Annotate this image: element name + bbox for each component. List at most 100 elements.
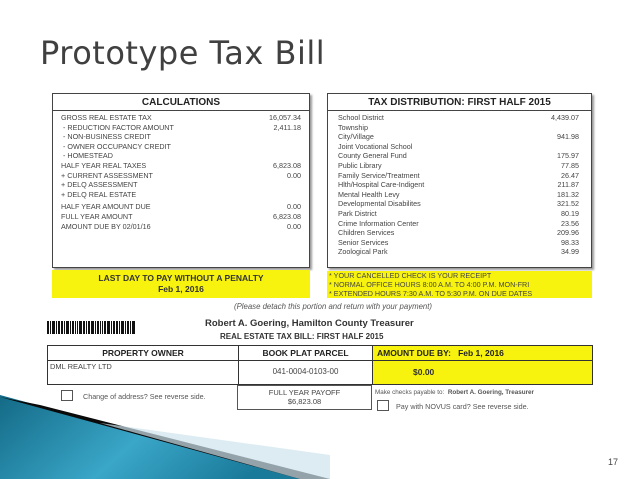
- list-item: Children Services 209.96: [338, 228, 579, 238]
- distribution-list: School District 4,439.07 Township City/Vill…: [328, 111, 591, 257]
- calculations-header: CALCULATIONS: [53, 94, 309, 111]
- item-label: Children Services: [338, 228, 395, 238]
- list-item: Developmental Disabilites 321.52: [338, 199, 579, 209]
- note: * YOUR CANCELLED CHECK IS YOUR RECEIPT: [329, 271, 492, 280]
- item-label: Senior Services: [338, 237, 389, 247]
- item-value: 4,439.07: [551, 113, 579, 122]
- amount-due-date: Feb 1, 2016: [458, 348, 504, 358]
- item-label: Township: [338, 122, 368, 132]
- item-value: 209.96: [557, 228, 579, 238]
- barcode-image: [47, 321, 188, 334]
- item-value: 941.98: [557, 132, 579, 142]
- item-label: City/Village: [338, 132, 374, 142]
- list-item: Mental Health Levy 181.32: [338, 190, 579, 200]
- list-item: Zoological Park 34.99: [338, 247, 579, 257]
- list-item: - REDUCTION FACTOR AMOUNT 2,411.18: [61, 123, 301, 133]
- calculations-panel: CALCULATIONS GROSS REAL ESTATE TAX 16,057…: [52, 93, 310, 268]
- item-label: - REDUCTION FACTOR AMOUNT: [61, 122, 174, 132]
- list-item: Hlth/Hospital Care-Indigent 211.87: [338, 180, 579, 190]
- list-item: Public Library 77.85: [338, 161, 579, 171]
- list-item: Senior Services 98.33: [338, 238, 579, 248]
- item-value: 0.00: [287, 170, 301, 180]
- novus-label: Pay with NOVUS card? See reverse side.: [396, 402, 529, 411]
- item-label: Zoological Park: [338, 247, 388, 257]
- item-label: Family Service/Treatment: [338, 170, 420, 180]
- list-item: AMOUNT DUE BY 02/01/16 0.00: [61, 222, 301, 232]
- list-item: - OWNER OCCUPANCY CREDIT: [61, 142, 301, 152]
- amount-due-label: AMOUNT DUE BY:: [377, 348, 451, 358]
- item-label: FULL YEAR AMOUNT: [61, 211, 133, 221]
- item-value: 23.56: [561, 218, 579, 228]
- payoff-value: $6,823.08: [287, 397, 322, 406]
- payment-stub-table: PROPERTY OWNER DML REALTY LTD BOOK PLAT …: [47, 345, 593, 385]
- penalty-date: Feb 1, 2016: [158, 284, 204, 294]
- full-year-payoff-box: FULL YEAR PAYOFF $6,823.08: [237, 385, 372, 410]
- list-item: Joint Vocational School: [338, 142, 579, 152]
- item-label: Mental Health Levy: [338, 189, 400, 199]
- detach-note: (Please detach this portion and return w…: [233, 302, 433, 311]
- item-value: 321.52: [557, 199, 579, 209]
- decorative-swoosh: [0, 395, 330, 479]
- item-label: HALF YEAR AMOUNT DUE: [61, 202, 151, 212]
- item-label: Park District: [338, 208, 377, 218]
- change-address-label: Change of address? See reverse side.: [83, 392, 206, 401]
- item-label: + CURRENT ASSESSMENT: [61, 170, 153, 180]
- item-label: - NON-BUSINESS CREDIT: [61, 132, 151, 142]
- list-item: HALF YEAR AMOUNT DUE 0.00: [61, 202, 301, 212]
- list-item: School District 4,439.07: [338, 113, 579, 123]
- list-item: Family Service/Treatment 26.47: [338, 171, 579, 181]
- item-value: 80.19: [561, 208, 579, 218]
- item-label: HALF YEAR REAL TAXES: [61, 160, 147, 170]
- distribution-panel: TAX DISTRIBUTION: FIRST HALF 2015 School…: [327, 93, 592, 268]
- novus-checkbox[interactable]: [377, 400, 389, 411]
- item-label: AMOUNT DUE BY 02/01/16: [61, 221, 151, 231]
- list-item: City/Village 941.98: [338, 132, 579, 142]
- note: * EXTENDED HOURS 7:30 A.M. TO 5:30 P.M. …: [329, 289, 533, 298]
- item-value: 26.47: [561, 170, 579, 180]
- page-number: 17: [608, 457, 619, 467]
- item-value: 0.00: [287, 202, 301, 212]
- list-item: FULL YEAR AMOUNT 6,823.08: [61, 212, 301, 222]
- item-value: 181.32: [557, 189, 579, 199]
- checks-payable-name: Robert A. Goering, Treasurer: [447, 389, 535, 396]
- list-item: Township: [338, 123, 579, 133]
- parcel-header: BOOK PLAT PARCEL: [239, 346, 372, 361]
- item-value: 0.00: [287, 221, 301, 231]
- item-label: + DELQ REAL ESTATE: [61, 189, 137, 199]
- checks-payable: Make checks payable to: Robert A. Goerin…: [375, 389, 534, 396]
- item-label: Joint Vocational School: [338, 141, 413, 151]
- item-value: 34.99: [561, 247, 579, 257]
- list-item: - HOMESTEAD: [61, 151, 301, 161]
- slide-title: Prototype Tax Bill: [40, 34, 326, 72]
- item-label: Crime Information Center: [338, 218, 419, 228]
- owner-header: PROPERTY OWNER: [48, 346, 238, 361]
- item-value: 98.33: [561, 237, 579, 247]
- calculations-list: GROSS REAL ESTATE TAX 16,057.34 - REDUCTI…: [53, 111, 309, 231]
- list-item: + DELQ ASSESSMENT: [61, 180, 301, 190]
- item-value: 77.85: [561, 160, 579, 170]
- item-label: - HOMESTEAD: [61, 151, 113, 161]
- notes-banner: * YOUR CANCELLED CHECK IS YOUR RECEIPT *…: [327, 271, 592, 298]
- item-label: GROSS REAL ESTATE TAX: [61, 113, 152, 122]
- parcel-value: 041-0004-0103-00: [272, 367, 339, 376]
- treasurer-name: Robert A. Goering, Hamilton County Treas…: [205, 318, 414, 329]
- list-item: + DELQ REAL ESTATE: [61, 190, 301, 200]
- list-item: + CURRENT ASSESSMENT 0.00: [61, 171, 301, 181]
- penalty-banner: LAST DAY TO PAY WITHOUT A PENALTY Feb 1,…: [52, 270, 310, 298]
- change-address-checkbox[interactable]: [61, 390, 73, 401]
- item-label: - OWNER OCCUPANCY CREDIT: [61, 141, 171, 151]
- item-value: 2,411.18: [273, 122, 301, 132]
- list-item: GROSS REAL ESTATE TAX 16,057.34: [61, 113, 301, 123]
- swoosh-light: [100, 423, 330, 479]
- item-label: Developmental Disabilites: [338, 199, 421, 209]
- list-item: HALF YEAR REAL TAXES 6,823.08: [61, 161, 301, 171]
- item-value: 175.97: [557, 151, 579, 161]
- item-value: 211.87: [557, 180, 579, 190]
- checks-payable-label: Make checks payable to:: [375, 389, 445, 396]
- list-item: County General Fund 175.97: [338, 151, 579, 161]
- item-label: Hlth/Hospital Care-Indigent: [338, 180, 425, 190]
- list-item: Park District 80.19: [338, 209, 579, 219]
- distribution-header: TAX DISTRIBUTION: FIRST HALF 2015: [328, 94, 591, 111]
- note: * NORMAL OFFICE HOURS 8:00 A.M. TO 4:00 …: [329, 280, 530, 289]
- item-value: 6,823.08: [273, 211, 301, 221]
